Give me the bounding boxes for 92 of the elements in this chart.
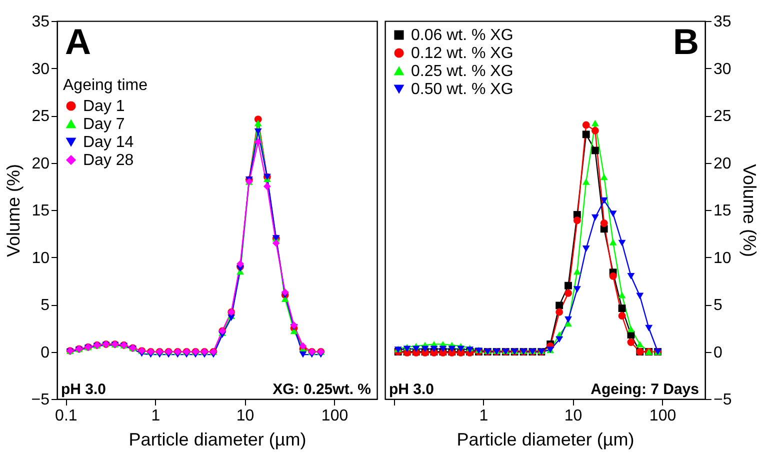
legend-label: Day 1: [83, 98, 125, 115]
y-tick-label: 25: [714, 108, 732, 125]
x-tick-label: 100: [321, 408, 348, 424]
point: [254, 138, 262, 146]
y-tick-label: 10: [714, 250, 732, 267]
legend-label: Day 7: [83, 116, 125, 133]
point: [564, 289, 572, 297]
point: [591, 120, 599, 126]
point: [421, 346, 429, 352]
y-tick-label: 0: [40, 344, 50, 362]
point: [457, 346, 465, 352]
annotation: pH 3.0: [389, 381, 434, 398]
y-tick-label: 5: [40, 297, 50, 314]
point: [299, 351, 307, 358]
legend-label: 0.25 wt. % XG: [411, 63, 514, 80]
point: [618, 292, 626, 298]
point: [564, 316, 572, 323]
y-tick-label: −5: [714, 392, 732, 408]
point: [272, 239, 280, 247]
point: [618, 312, 626, 320]
point: [573, 216, 581, 224]
y-tick-label: 35: [32, 14, 50, 30]
legend-label: Day 28: [83, 152, 134, 169]
point: [609, 210, 617, 217]
annotation: Ageing: 7 Days: [590, 381, 699, 398]
point: [609, 272, 617, 280]
point: [618, 240, 626, 246]
x-tick-label: 1: [479, 408, 488, 424]
y-tick-label: 30: [714, 60, 732, 78]
y-tick-label: 15: [32, 202, 50, 220]
y-axis-title: Volume (%): [740, 164, 760, 258]
legend-label: 0.06 wt. % XG: [411, 27, 514, 44]
x-tick-label: 10: [236, 408, 254, 424]
point: [600, 174, 608, 180]
point: [299, 342, 307, 350]
point: [564, 282, 572, 290]
point: [439, 346, 447, 352]
annotation: XG: 0.25wt. %: [272, 381, 371, 398]
y-tick-label: 25: [32, 108, 50, 125]
point: [636, 340, 644, 348]
point: [627, 338, 635, 346]
y-tick-label: 0: [714, 344, 722, 362]
point: [591, 146, 599, 154]
point: [600, 220, 608, 227]
point: [448, 346, 456, 352]
point: [627, 326, 635, 332]
x-tick-label: 100: [649, 408, 676, 424]
point: [591, 126, 599, 134]
y-tick-label: 5: [714, 297, 722, 314]
y-tick-label: 20: [714, 155, 732, 172]
x-axis-title: Particle diameter (µm): [456, 430, 634, 450]
point: [573, 286, 581, 293]
legend-label: 0.50 wt. % XG: [411, 81, 514, 98]
x-tick-label: 1: [151, 408, 160, 424]
point: [582, 178, 590, 185]
annotation: B: [673, 21, 699, 62]
point: [556, 302, 564, 310]
legend-title: Ageing time: [63, 77, 148, 94]
point: [645, 324, 653, 332]
point: [254, 120, 262, 126]
y-tick-label: 15: [714, 202, 732, 220]
y-tick-label: −5: [31, 392, 50, 408]
point: [609, 238, 617, 246]
point: [582, 246, 590, 252]
y-tick-label: 30: [32, 60, 50, 78]
annotation: A: [65, 21, 91, 62]
point: [600, 197, 608, 204]
point: [582, 121, 590, 129]
point: [573, 268, 581, 275]
y-tick-label: 20: [32, 155, 50, 172]
point: [627, 272, 635, 280]
point: [582, 130, 590, 138]
y-tick-label: 10: [32, 250, 50, 267]
point: [636, 292, 644, 300]
annotation: pH 3.0: [61, 381, 106, 398]
point: [281, 296, 289, 302]
point: [412, 346, 420, 352]
y-axis-title: Volume (%): [3, 164, 24, 258]
point: [236, 260, 244, 268]
point: [556, 308, 564, 316]
x-tick-label: 0.1: [55, 408, 78, 424]
point: [263, 182, 271, 190]
point: [591, 214, 599, 221]
legend-label: 0.12 wt. % XG: [411, 45, 514, 62]
x-axis-title: Particle diameter (µm): [128, 430, 306, 450]
x-tick-label: 10: [564, 408, 582, 424]
y-tick-label: 35: [714, 14, 732, 30]
point: [618, 304, 626, 312]
point: [281, 288, 289, 296]
point: [556, 336, 564, 343]
legend-label: Day 14: [83, 134, 134, 151]
point: [430, 346, 438, 352]
